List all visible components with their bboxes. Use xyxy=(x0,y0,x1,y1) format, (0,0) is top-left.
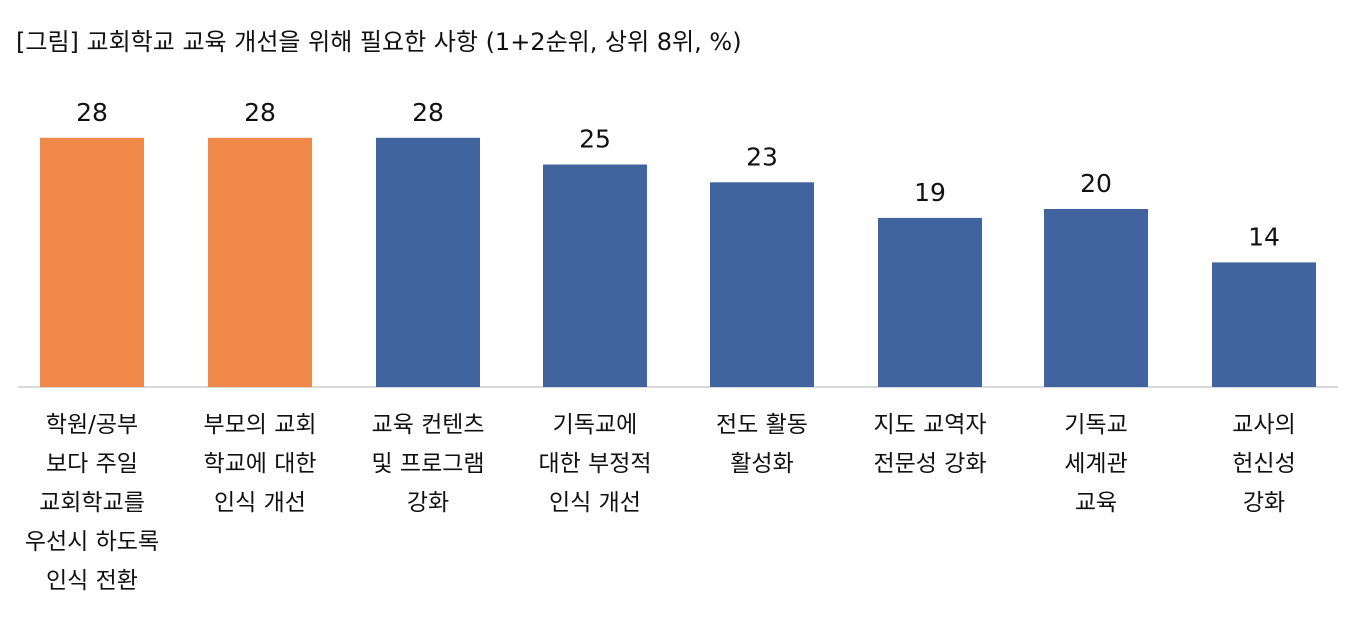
category-label-line: 기독교에 xyxy=(553,412,638,438)
bar xyxy=(208,137,312,387)
category-label-line: 학원/공부 xyxy=(46,412,138,438)
bar xyxy=(1212,262,1316,387)
category-label-line: 교육 컨텐츠 xyxy=(371,412,484,438)
category-label-line: 전문성 강화 xyxy=(873,451,986,477)
bar xyxy=(40,137,144,387)
bar xyxy=(1044,209,1148,387)
data-label: 23 xyxy=(746,142,778,171)
category-label-line: 교사의 xyxy=(1232,412,1295,438)
data-label: 20 xyxy=(1080,169,1112,198)
category-label-line: 우선시 하도록 xyxy=(25,529,159,555)
category-label-line: 인식 전환 xyxy=(46,568,138,594)
category-label-line: 세계관 xyxy=(1064,451,1127,477)
bar xyxy=(710,182,814,387)
category-label-line: 강화 xyxy=(1243,490,1285,516)
category-label-line: 헌신성 xyxy=(1232,451,1295,477)
category-label-line: 학교에 대한 xyxy=(203,451,316,477)
data-label: 25 xyxy=(579,125,611,154)
bar xyxy=(543,164,647,387)
category-label-line: 인식 개선 xyxy=(214,490,306,516)
data-label: 28 xyxy=(412,98,444,127)
data-label: 14 xyxy=(1248,222,1280,251)
category-label-line: 부모의 교회 xyxy=(203,412,316,438)
data-label: 28 xyxy=(76,98,108,127)
chart-title: [그림] 교회학교 교육 개선을 위해 필요한 사항 (1+2순위, 상위 8위… xyxy=(16,28,742,56)
category-label-line: 활성화 xyxy=(730,451,793,477)
category-label-line: 및 프로그램 xyxy=(371,451,484,477)
data-label: 28 xyxy=(244,98,276,127)
category-label-line: 대한 부정적 xyxy=(538,451,651,477)
data-label: 19 xyxy=(914,178,946,207)
category-label-line: 인식 개선 xyxy=(549,490,641,516)
category-label-line: 교육 xyxy=(1075,490,1117,516)
category-label-line: 기독교 xyxy=(1064,412,1127,438)
bar xyxy=(376,137,480,387)
category-label-line: 보다 주일 xyxy=(46,451,138,477)
bar xyxy=(878,217,982,387)
category-label-line: 교회학교를 xyxy=(39,490,145,516)
category-label-line: 전도 활동 xyxy=(716,412,808,438)
category-label-line: 강화 xyxy=(407,490,449,516)
category-label-line: 지도 교역자 xyxy=(873,412,986,438)
